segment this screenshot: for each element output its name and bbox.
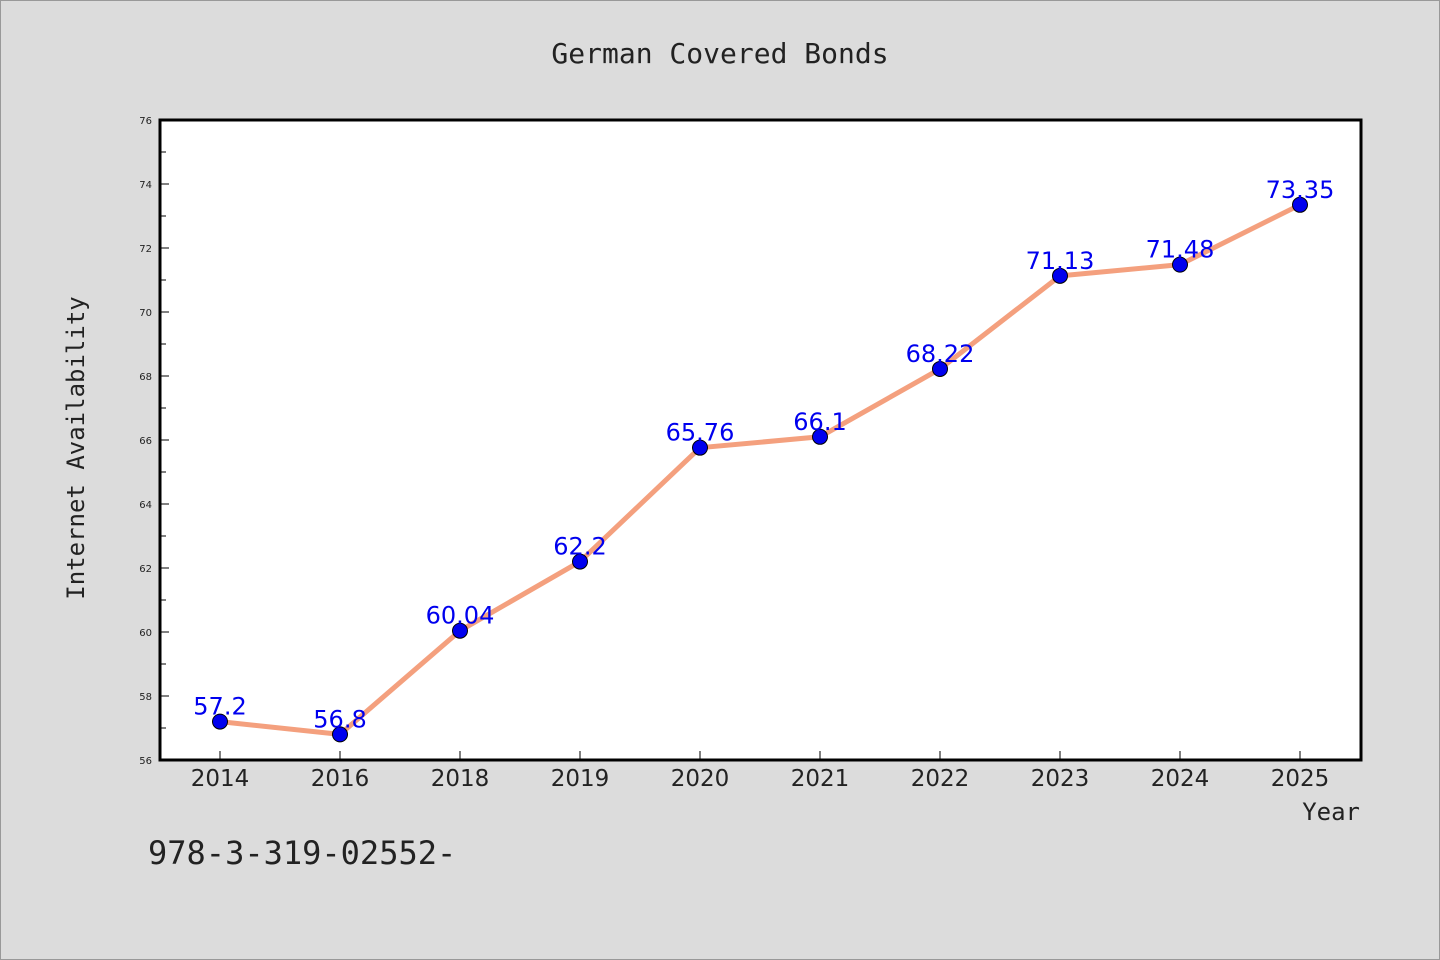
x-tick-label: 2025: [1271, 766, 1330, 792]
data-point: [572, 553, 588, 570]
y-tick-label: 72: [139, 244, 152, 255]
x-tick-label: 2016: [311, 766, 370, 792]
y-tick-label: 68: [139, 372, 152, 383]
y-tick-label: 66: [139, 436, 152, 447]
x-tick-label: 2019: [551, 766, 610, 792]
data-point: [1172, 256, 1188, 273]
data-label: 71.48: [1146, 236, 1215, 264]
y-tick-label: 74: [139, 180, 152, 191]
data-point: [1052, 267, 1068, 284]
data-label: 56.8: [313, 705, 366, 733]
y-tick-label: 70: [139, 308, 152, 319]
x-tick-label: 2014: [191, 766, 250, 792]
data-label: 60.04: [426, 602, 495, 630]
data-point: [812, 428, 828, 445]
data-label: 71.13: [1026, 247, 1095, 275]
x-axis-label: Year: [1302, 798, 1360, 826]
x-tick-label: 2021: [791, 766, 850, 792]
chart-title: German Covered Bonds: [551, 37, 888, 70]
y-tick-label: 64: [139, 500, 152, 511]
data-label: 57.2: [193, 693, 246, 721]
data-point: [452, 622, 468, 639]
x-tick-label: 2020: [671, 766, 730, 792]
data-label: 66.1: [793, 408, 846, 436]
y-tick-label: 62: [139, 564, 152, 575]
data-label: 73.35: [1266, 176, 1335, 204]
y-tick-label: 76: [139, 116, 152, 127]
data-point: [692, 439, 708, 456]
data-label: 65.76: [666, 419, 735, 447]
x-tick-label: 2018: [431, 766, 490, 792]
x-tick-label: 2024: [1151, 766, 1210, 792]
y-axis-label: Internet Availability: [62, 296, 90, 599]
data-point: [1292, 196, 1308, 213]
x-tick-label: 2022: [911, 766, 970, 792]
data-label: 68.22: [906, 340, 975, 368]
y-axis: 56 58 60 62 64 66 68 70 72 74 76: [139, 116, 169, 767]
y-tick-label: 56: [139, 756, 152, 767]
footer-code: 978-3-319-02552-: [148, 834, 456, 872]
y-tick-label: 60: [139, 628, 152, 639]
x-axis: 2014 2016 2018 2019 2020 2021 2022 2023 2024 2025: [191, 751, 1330, 792]
y-tick-label: 58: [139, 692, 152, 703]
x-tick-label: 2023: [1031, 766, 1090, 792]
data-point: [212, 713, 228, 730]
data-labels: 57.2 56.8 60.04 62.2 65.76 66.1 68.22 71.13 71.4…: [193, 176, 1334, 734]
data-markers: [212, 196, 1308, 743]
series-line: [219, 202, 1302, 737]
data-label: 62.2: [553, 533, 606, 561]
data-point: [932, 360, 948, 377]
data-point: [332, 726, 348, 743]
